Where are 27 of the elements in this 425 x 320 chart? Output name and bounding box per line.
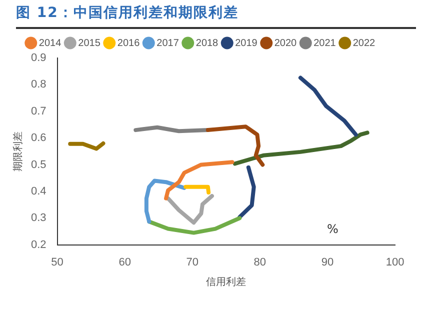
x-tick-label: 70 <box>186 256 198 268</box>
y-tick-label: 0.9 <box>30 52 46 64</box>
y-tick-label: 0.8 <box>30 78 46 91</box>
y-tick-label: 0.7 <box>30 105 46 118</box>
legend-label: 2020 <box>274 38 298 49</box>
legend-label: 2016 <box>117 38 140 49</box>
legend-label: 2015 <box>78 38 101 49</box>
x-tick-label: 50 <box>51 256 64 268</box>
legend-label: 2022 <box>352 38 376 49</box>
x-tick-label: 90 <box>321 256 334 268</box>
x-axis-title: 信用利差 <box>206 276 246 288</box>
y-tick-label: 0.2 <box>30 238 46 251</box>
x-tick-label: 60 <box>118 256 131 268</box>
legend-label: 2018 <box>196 38 219 49</box>
x-tick-label: 80 <box>254 256 266 268</box>
y-tick-label: 0.5 <box>30 158 46 171</box>
chart-title: 图 12：中国信用利差和期限利差 <box>16 4 238 22</box>
legend-label: 2019 <box>235 38 258 49</box>
x-tick-label: 100 <box>386 256 404 268</box>
legend-label: 2017 <box>156 38 180 49</box>
y-tick-label: 0.4 <box>30 185 46 198</box>
y-tick-label: 0.3 <box>30 212 46 224</box>
y-axis-title: 期限利差 <box>12 131 24 172</box>
y-tick-label: 0.6 <box>30 132 46 144</box>
annotation: % <box>327 222 338 236</box>
legend-label: 2021 <box>314 38 336 49</box>
legend-label: 2014 <box>38 38 62 49</box>
